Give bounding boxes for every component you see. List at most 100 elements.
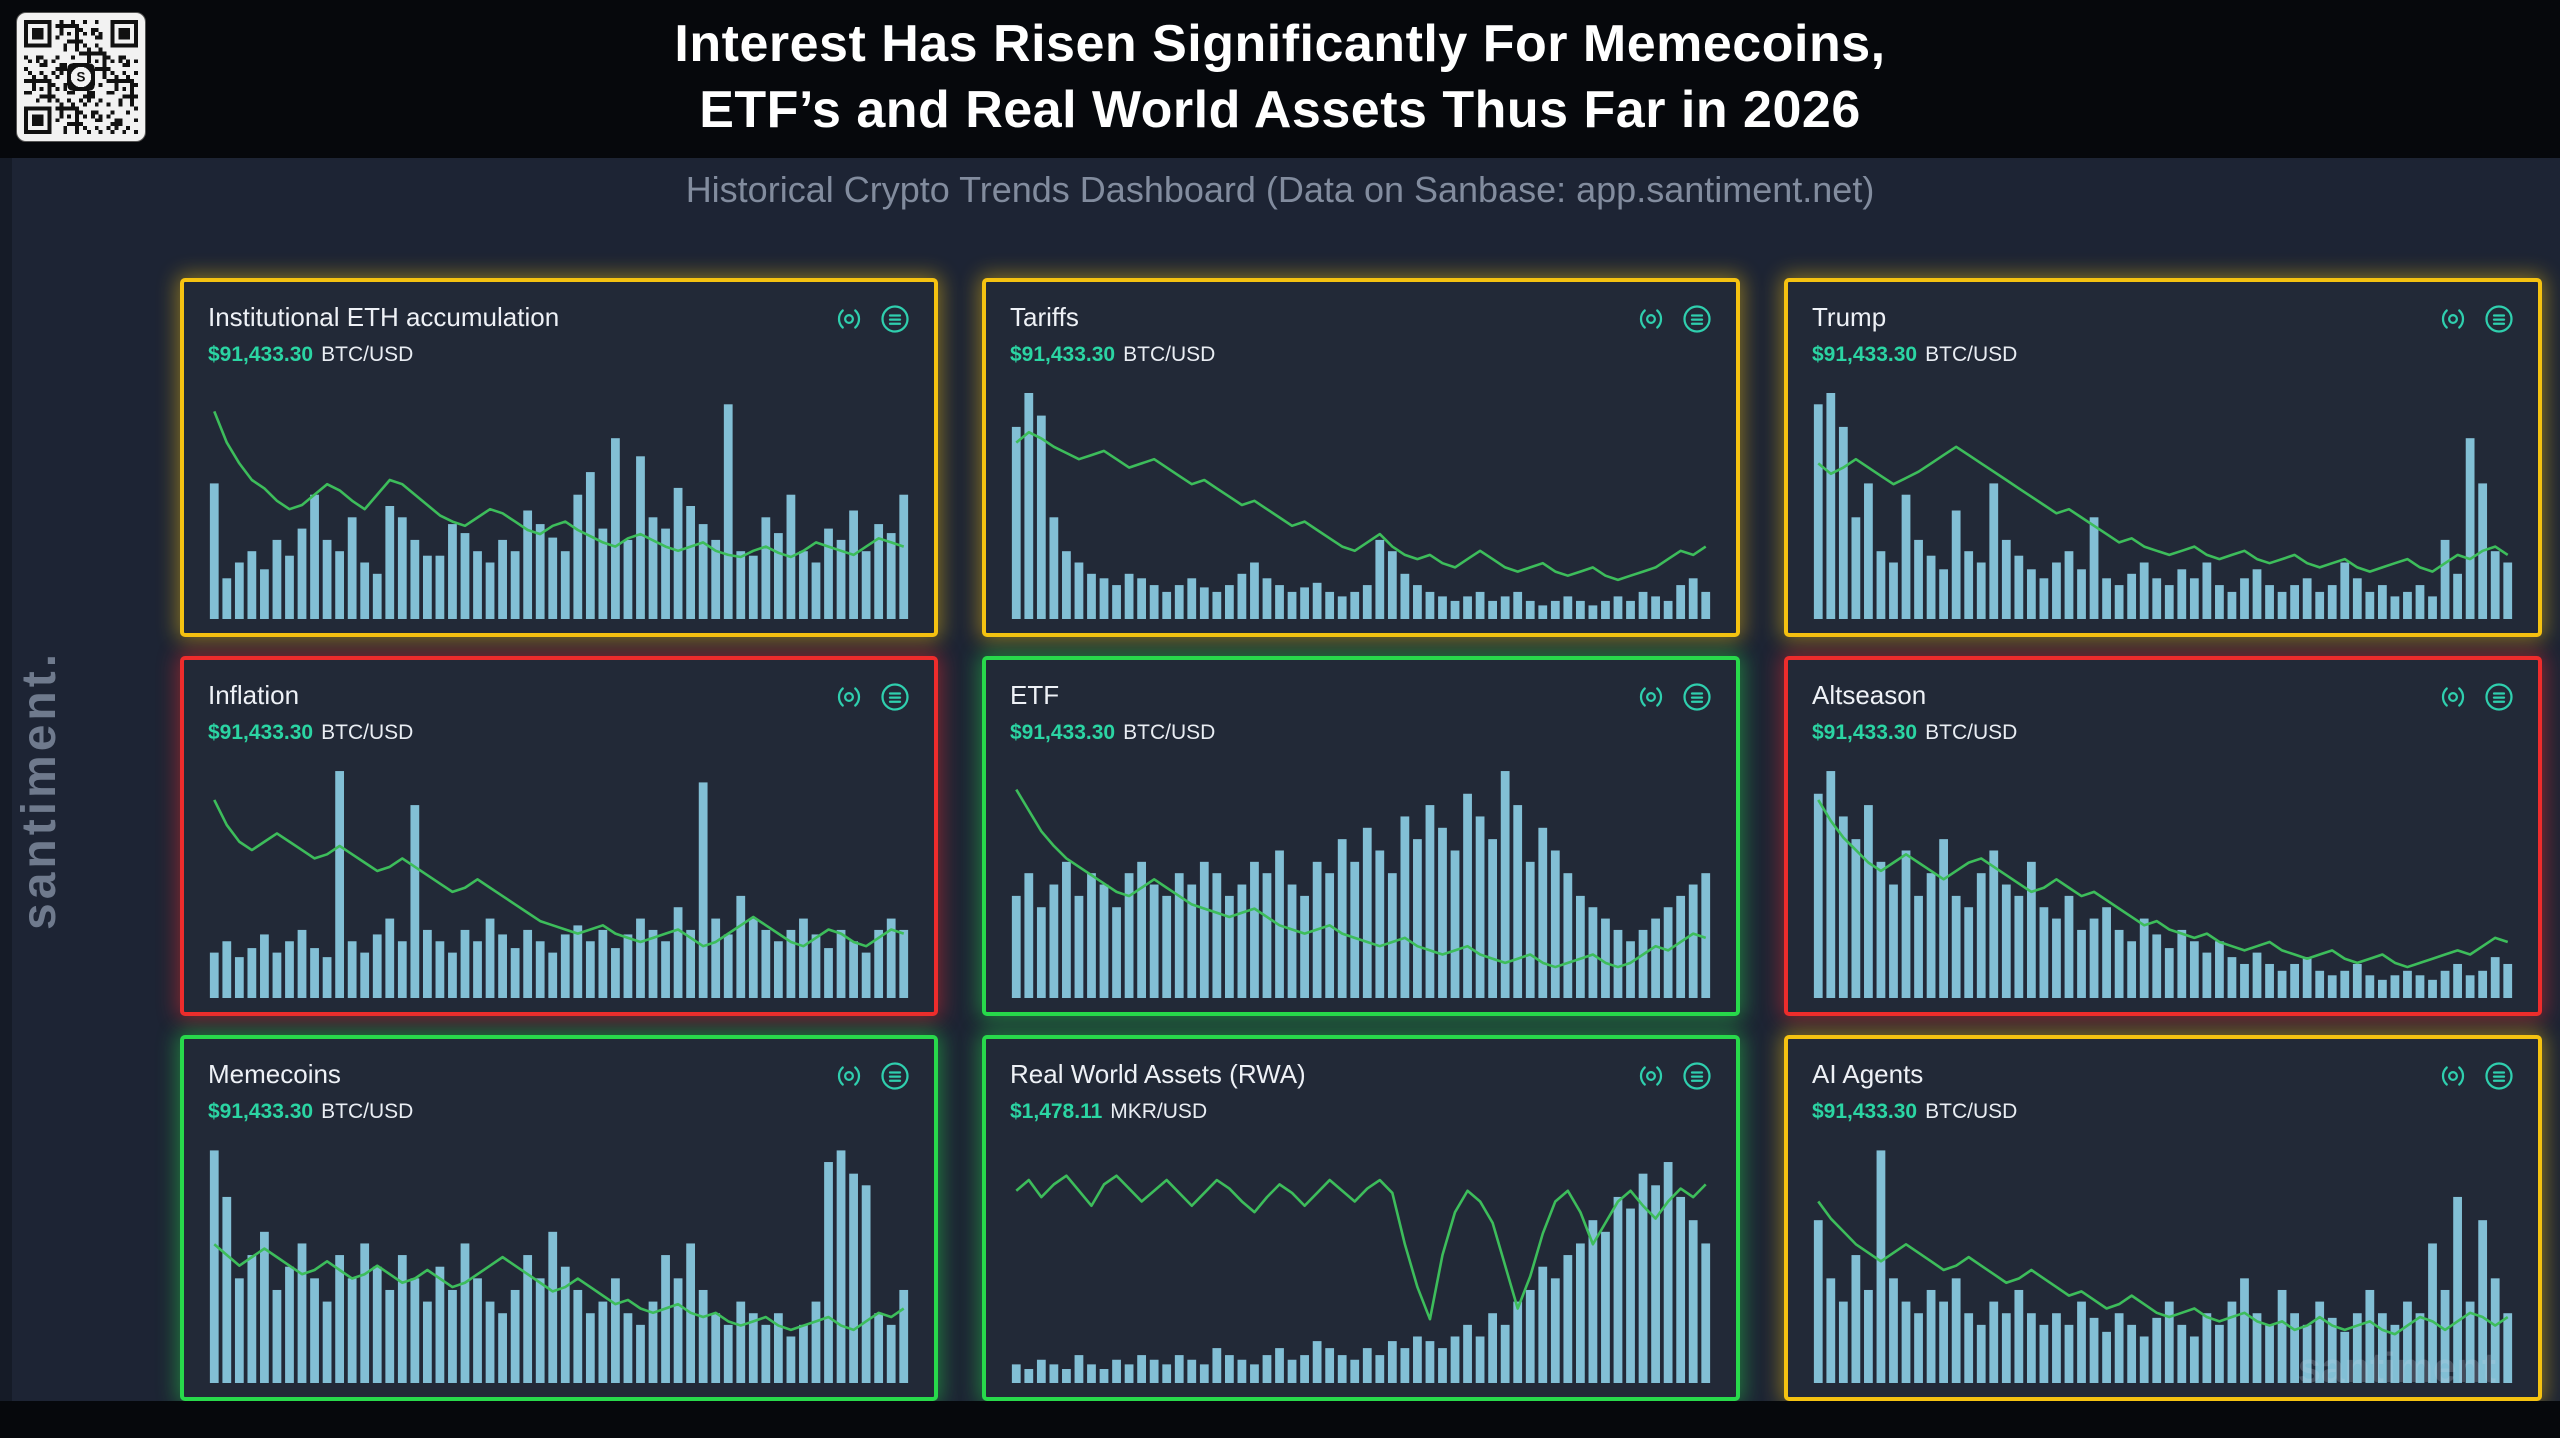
chart-panel: Tariffs $91,433.30 BTC/USD	[982, 278, 1740, 637]
chart-panel: Altseason $91,433.30 BTC/USD	[1784, 656, 2542, 1016]
radar-icon[interactable]	[2438, 682, 2468, 712]
panel-titles: Altseason $91,433.30 BTC/USD	[1812, 680, 2017, 745]
asset-pair: BTC/USD	[321, 1100, 414, 1123]
chart-panel: Inflation $91,433.30 BTC/USD	[180, 656, 938, 1016]
panel-price-row: $91,433.30 BTC/USD	[208, 343, 559, 367]
asset-price: $91,433.30	[1812, 343, 1918, 366]
price-volume-chart[interactable]	[1010, 1136, 1712, 1383]
price-volume-chart[interactable]	[1812, 379, 2514, 619]
radar-icon[interactable]	[834, 304, 864, 334]
price-volume-chart[interactable]	[208, 379, 910, 619]
panel-icons	[2438, 680, 2514, 712]
panel-titles: Inflation $91,433.30 BTC/USD	[208, 680, 413, 745]
qr-code: S	[16, 12, 146, 142]
asset-price: $91,433.30	[208, 1100, 314, 1123]
panel-titles: Trump $91,433.30 BTC/USD	[1812, 302, 2017, 367]
menu-icon[interactable]	[880, 304, 910, 334]
menu-icon[interactable]	[2484, 304, 2514, 334]
panel-icons	[1636, 680, 1712, 712]
panel-title: Real World Assets (RWA)	[1010, 1059, 1306, 1089]
chart-panel: Institutional ETH accumulation $91,433.3…	[180, 278, 938, 637]
panel-price-row: $91,433.30 BTC/USD	[1010, 343, 1215, 367]
top-bar: S Interest Has Risen Significantly For M…	[0, 0, 2560, 158]
panel-icons	[834, 680, 910, 712]
asset-price: $91,433.30	[208, 721, 314, 744]
panel-header: Real World Assets (RWA) $1,478.11 MKR/USD	[1010, 1059, 1712, 1124]
menu-icon[interactable]	[880, 682, 910, 712]
panel-title: Altseason	[1812, 680, 1927, 710]
chart-panel: Trump $91,433.30 BTC/USD	[1784, 278, 2542, 637]
panel-title: Memecoins	[208, 1059, 341, 1089]
radar-icon[interactable]	[834, 682, 864, 712]
panel-titles: AI Agents $91,433.30 BTC/USD	[1812, 1059, 2017, 1124]
price-volume-chart[interactable]	[1812, 757, 2514, 998]
menu-icon[interactable]	[880, 1061, 910, 1091]
radar-icon[interactable]	[2438, 1061, 2468, 1091]
panel-title: AI Agents	[1812, 1059, 1924, 1089]
chart-panel: AI Agents $91,433.30 BTC/USD	[1784, 1035, 2542, 1401]
subtitle-row: Historical Crypto Trends Dashboard (Data…	[0, 158, 2560, 222]
radar-icon[interactable]	[1636, 304, 1666, 334]
asset-pair: BTC/USD	[1925, 721, 2018, 744]
panel-title: ETF	[1010, 680, 1060, 710]
panel-icons	[2438, 1059, 2514, 1091]
asset-pair: MKR/USD	[1110, 1100, 1208, 1123]
bottom-bar	[0, 1401, 2560, 1438]
panel-titles: Institutional ETH accumulation $91,433.3…	[208, 302, 559, 367]
asset-price: $91,433.30	[1812, 1100, 1918, 1123]
panel-icons	[834, 1059, 910, 1091]
panel-price-row: $91,433.30 BTC/USD	[1812, 343, 2017, 367]
panel-titles: Memecoins $91,433.30 BTC/USD	[208, 1059, 413, 1124]
svg-text:S: S	[77, 70, 86, 85]
panel-icons	[2438, 302, 2514, 334]
asset-pair: BTC/USD	[1925, 1100, 2018, 1123]
menu-icon[interactable]	[1682, 1061, 1712, 1091]
panel-header: AI Agents $91,433.30 BTC/USD	[1812, 1059, 2514, 1124]
panel-price-row: $91,433.30 BTC/USD	[1812, 1100, 2017, 1124]
menu-icon[interactable]	[1682, 304, 1712, 334]
panel-header: Inflation $91,433.30 BTC/USD	[208, 680, 910, 745]
radar-icon[interactable]	[834, 1061, 864, 1091]
panel-icons	[834, 302, 910, 334]
panel-titles: Tariffs $91,433.30 BTC/USD	[1010, 302, 1215, 367]
panel-header: Memecoins $91,433.30 BTC/USD	[208, 1059, 910, 1124]
asset-price: $91,433.30	[1812, 721, 1918, 744]
panel-icons	[1636, 1059, 1712, 1091]
price-volume-chart[interactable]	[1010, 379, 1712, 619]
asset-price: $1,478.11	[1010, 1100, 1103, 1123]
panel-icons	[1636, 302, 1712, 334]
panel-price-row: $1,478.11 MKR/USD	[1010, 1100, 1306, 1124]
left-edge-strip	[0, 158, 12, 1401]
page-subtitle: Historical Crypto Trends Dashboard (Data…	[685, 169, 1875, 210]
price-volume-chart[interactable]	[208, 1136, 910, 1383]
radar-icon[interactable]	[1636, 682, 1666, 712]
price-volume-chart[interactable]	[208, 757, 910, 998]
radar-icon[interactable]	[1636, 1061, 1666, 1091]
panel-header: Tariffs $91,433.30 BTC/USD	[1010, 302, 1712, 367]
panel-header: Altseason $91,433.30 BTC/USD	[1812, 680, 2514, 745]
menu-icon[interactable]	[2484, 1061, 2514, 1091]
chart-panel: Memecoins $91,433.30 BTC/USD	[180, 1035, 938, 1401]
sidebar-brand-text: santiment.	[13, 649, 66, 931]
panel-price-row: $91,433.30 BTC/USD	[208, 1100, 413, 1124]
panel-price-row: $91,433.30 BTC/USD	[1010, 721, 1215, 745]
panel-title: Institutional ETH accumulation	[208, 302, 560, 332]
asset-pair: BTC/USD	[321, 721, 414, 744]
panel-price-row: $91,433.30 BTC/USD	[208, 721, 413, 745]
page-title-line1: Interest Has Risen Significantly For Mem…	[674, 15, 1886, 73]
asset-pair: BTC/USD	[1123, 721, 1216, 744]
page-title: Interest Has Risen Significantly For Mem…	[0, 0, 2560, 143]
radar-icon[interactable]	[2438, 304, 2468, 334]
price-volume-chart[interactable]	[1010, 757, 1712, 998]
panel-title: Trump	[1812, 302, 1887, 332]
asset-pair: BTC/USD	[1925, 343, 2018, 366]
price-volume-chart[interactable]	[1812, 1136, 2514, 1383]
menu-icon[interactable]	[2484, 682, 2514, 712]
dashboard-grid: Institutional ETH accumulation $91,433.3…	[180, 278, 2542, 1401]
page-title-line2: ETF’s and Real World Assets Thus Far in …	[699, 80, 1861, 139]
menu-icon[interactable]	[1682, 682, 1712, 712]
asset-pair: BTC/USD	[1123, 343, 1216, 366]
panel-titles: ETF $91,433.30 BTC/USD	[1010, 680, 1215, 745]
panel-header: Trump $91,433.30 BTC/USD	[1812, 302, 2514, 367]
asset-price: $91,433.30	[1010, 343, 1116, 366]
